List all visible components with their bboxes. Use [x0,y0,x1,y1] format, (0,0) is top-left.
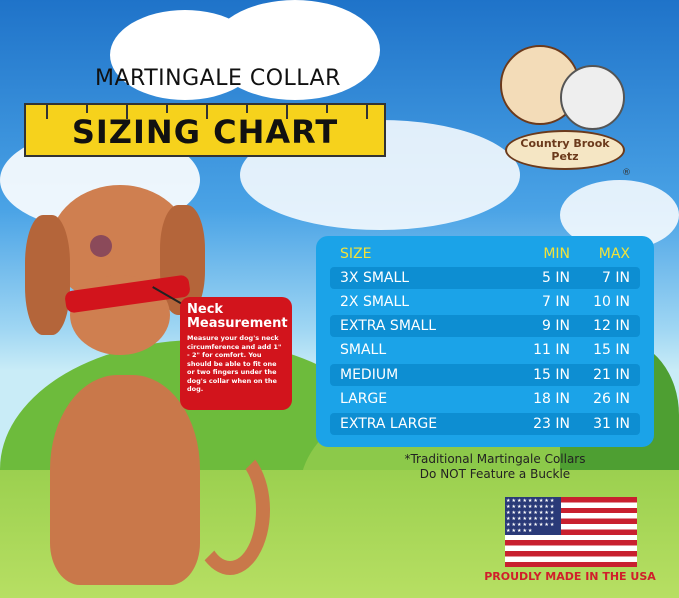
cloud [210,0,380,100]
table-row: EXTRA SMALL 9 IN 12 IN [330,315,640,337]
min-cell: 9 IN [542,318,570,334]
max-cell: 12 IN [593,318,630,334]
title-line2: SIZING CHART [71,113,339,151]
size-cell: 2X SMALL [340,294,410,310]
max-cell: 21 IN [593,367,630,383]
max-cell: 31 IN [593,416,630,432]
size-cell: LARGE [340,391,388,407]
table-header: SIZE MIN MAX [330,243,640,265]
buckle-note: *Traditional Martingale Collars Do NOT F… [360,452,630,482]
min-cell: 15 IN [533,367,570,383]
header-min: MIN [543,246,570,262]
min-cell: 18 IN [533,391,570,407]
table-row: MEDIUM 15 IN 21 IN [330,364,640,386]
header-max: MAX [598,246,630,262]
min-cell: 11 IN [533,342,570,358]
size-cell: 3X SMALL [340,270,410,286]
registered-mark: ® [622,168,631,178]
max-cell: 26 IN [593,391,630,407]
size-cell: SMALL [340,342,387,358]
table-row: 3X SMALL 5 IN 7 IN [330,267,640,289]
size-table: SIZE MIN MAX 3X SMALL 5 IN 7 IN 2X SMALL 7 … [316,236,654,447]
brand-logo: Country Brook Petz ® [490,40,640,190]
table-row: LARGE 18 IN 26 IN [330,388,640,410]
size-cell: MEDIUM [340,367,399,383]
max-cell: 10 IN [593,294,630,310]
usa-flag-icon: ★★★★★★★★★★★★★★★★★★★★★★★★★★★★★★★★★★★★★★★★… [505,497,637,567]
made-in-usa-label: PROUDLY MADE IN THE USA [484,570,656,583]
size-cell: EXTRA SMALL [340,318,437,334]
title-line1: MARTINGALE COLLAR [95,66,341,91]
min-cell: 23 IN [533,416,570,432]
max-cell: 7 IN [602,270,630,286]
table-row: SMALL 11 IN 15 IN [330,339,640,361]
neck-measurement-callout: Neck Measurement Measure your dog's neck… [180,297,292,410]
min-cell: 7 IN [542,294,570,310]
max-cell: 15 IN [593,342,630,358]
min-cell: 5 IN [542,270,570,286]
header-size: SIZE [340,246,372,262]
size-cell: EXTRA LARGE [340,416,438,432]
table-row: EXTRA LARGE 23 IN 31 IN [330,413,640,435]
callout-heading: Neck Measurement [187,302,288,331]
callout-body: Measure your dog's neck circumference an… [187,334,282,393]
ruler-banner: SIZING CHART [24,103,386,157]
logo-text: Country Brook Petz [505,130,625,170]
note-line1: *Traditional Martingale Collars [404,452,586,466]
note-line2: Do NOT Feature a Buckle [419,467,571,481]
table-row: 2X SMALL 7 IN 10 IN [330,291,640,313]
dog-illustration [20,175,280,590]
